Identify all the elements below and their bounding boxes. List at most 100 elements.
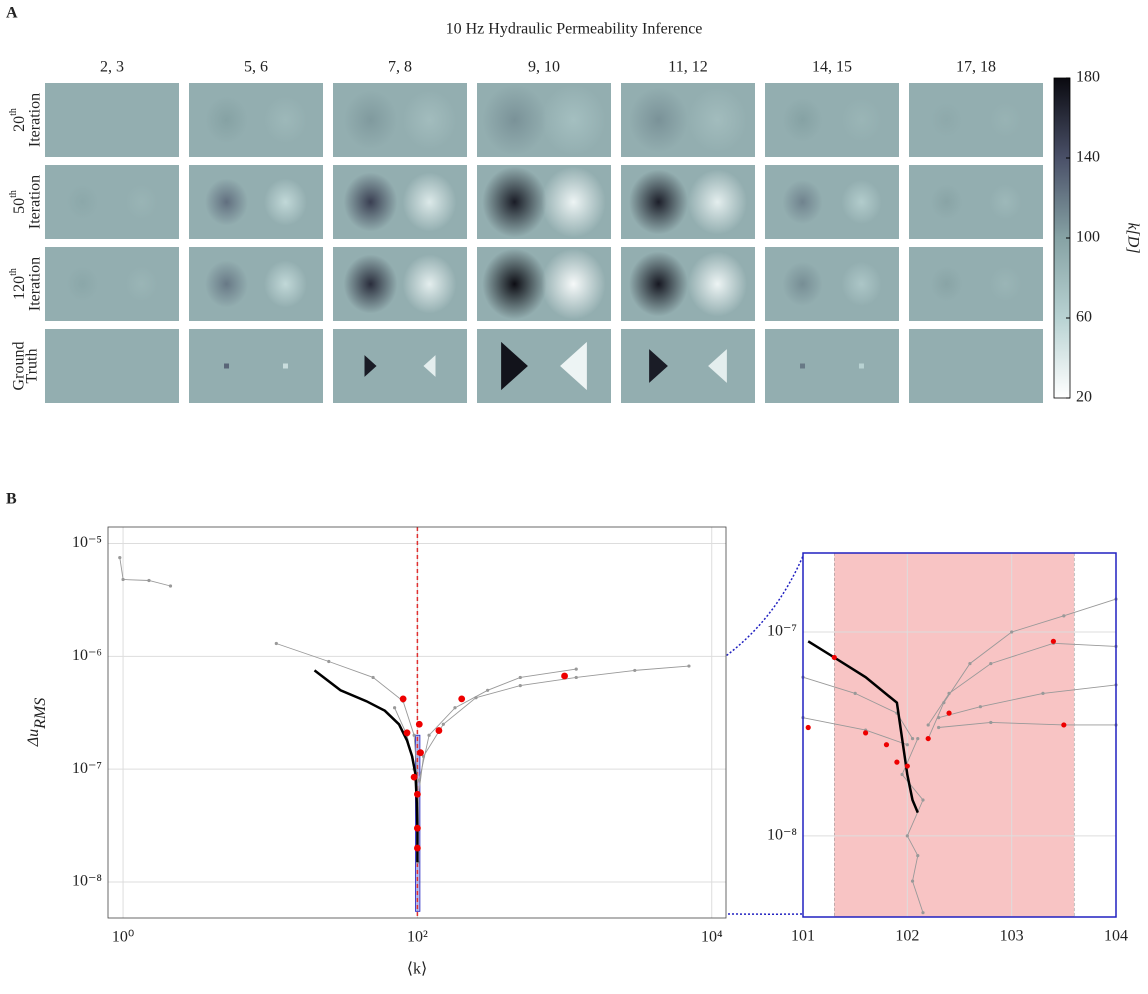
truth-cell <box>800 363 806 369</box>
point <box>968 661 972 666</box>
blob <box>264 96 307 144</box>
point <box>561 672 568 680</box>
colorbar-tick-label: 20 <box>1076 389 1092 406</box>
panel-label: B <box>6 491 17 508</box>
row-label: Iteration <box>27 257 44 311</box>
blob <box>930 266 963 302</box>
blob <box>264 260 307 308</box>
plot-frame <box>802 552 1117 918</box>
point <box>414 844 421 852</box>
plot-frame <box>107 526 727 919</box>
blob <box>343 172 398 232</box>
blob <box>541 84 606 156</box>
point <box>453 706 457 710</box>
blob <box>66 184 99 220</box>
blob <box>930 184 963 220</box>
point <box>427 733 431 737</box>
tile <box>333 329 467 403</box>
colorbar-tick-label: 60 <box>1076 309 1092 326</box>
point <box>926 723 930 727</box>
column-label: 17, 18 <box>956 59 996 76</box>
row-label: 20th <box>8 108 27 132</box>
x-axis-label: ⟨k⟩ <box>407 961 427 978</box>
point <box>978 705 982 709</box>
column-label: 5, 6 <box>244 59 268 76</box>
point <box>435 727 443 734</box>
x-tick-label: 103 <box>1000 928 1024 945</box>
column-label: 7, 8 <box>388 59 412 76</box>
y-axis-label-main: Δu <box>25 729 42 747</box>
point <box>1041 691 1045 695</box>
point <box>147 578 151 583</box>
point <box>905 743 909 747</box>
blob <box>541 166 606 238</box>
row-label-suffix: th <box>8 268 19 276</box>
band <box>833 552 1075 918</box>
row-label: Iteration <box>27 93 44 147</box>
blob <box>125 184 158 220</box>
tile <box>765 329 899 403</box>
row-label-suffix: th <box>8 190 19 198</box>
truth-shape <box>423 355 436 377</box>
blob <box>841 261 882 307</box>
row-label: Ground <box>11 342 28 391</box>
blob <box>782 261 823 307</box>
point <box>1061 722 1067 728</box>
row-label-suffix: th <box>8 108 19 116</box>
point <box>168 584 173 588</box>
point <box>947 691 951 695</box>
point <box>371 675 375 680</box>
point <box>989 661 993 666</box>
series-line <box>802 676 913 739</box>
x-tick-label: 101 <box>791 928 815 945</box>
point <box>910 736 915 741</box>
point <box>412 733 416 737</box>
truth-shape <box>708 349 727 383</box>
y-tick-label: 10⁻⁷ <box>72 760 102 777</box>
point <box>327 659 331 664</box>
blob <box>930 102 963 138</box>
colorbar-tick-label: 140 <box>1076 149 1100 166</box>
blob <box>125 266 158 302</box>
column-label: 9, 10 <box>528 59 560 76</box>
point <box>414 790 421 798</box>
point <box>403 729 411 737</box>
row-label: 120th <box>8 268 27 300</box>
point <box>863 730 869 736</box>
row-label: Truth <box>24 349 41 384</box>
blob <box>482 166 547 238</box>
point <box>574 667 578 671</box>
tile <box>909 83 1043 157</box>
y-axis-label: ΔuRMS <box>25 698 49 748</box>
point <box>925 735 931 742</box>
series-line <box>807 640 919 814</box>
tile <box>909 247 1043 321</box>
tile <box>909 329 1043 403</box>
blob <box>482 84 547 156</box>
point <box>118 555 122 560</box>
point <box>393 706 397 710</box>
point <box>417 778 421 782</box>
row-label-number: 50 <box>11 198 28 214</box>
blob <box>629 169 689 235</box>
y-tick-label: 10⁻⁷ <box>767 623 797 640</box>
column-label: 11, 12 <box>668 59 707 76</box>
tile <box>45 247 179 321</box>
tile <box>477 329 611 403</box>
truth-shape <box>560 341 587 391</box>
row-label: 50th <box>8 190 27 214</box>
row-label-number: 120 <box>11 276 28 300</box>
blob <box>989 266 1022 302</box>
blob <box>205 260 248 308</box>
truth-shape <box>649 349 668 383</box>
point <box>937 716 941 720</box>
tile <box>189 329 323 403</box>
blob <box>688 251 747 317</box>
truth-cell <box>282 363 288 369</box>
point <box>274 641 278 646</box>
colorbar-label: k[D] <box>1124 222 1141 253</box>
blob <box>205 178 248 226</box>
series-line <box>938 684 1117 719</box>
point <box>894 759 900 765</box>
